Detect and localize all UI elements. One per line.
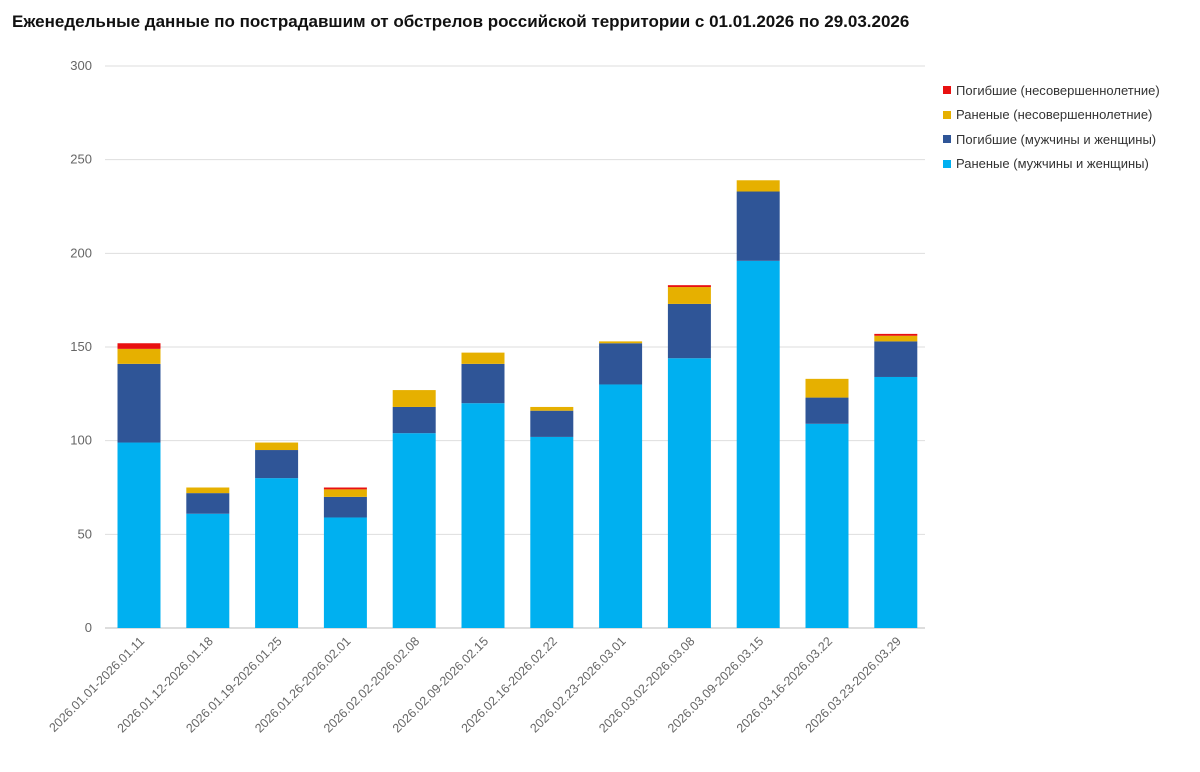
legend-item[interactable]: Раненые (несовершеннолетние): [943, 103, 1160, 128]
bar-segment: [599, 384, 643, 628]
bar-segment: [255, 478, 299, 628]
bar-segment: [667, 303, 711, 359]
legend-swatch: [943, 135, 951, 144]
bar-segment: [323, 489, 367, 497]
bar-segment: [805, 423, 849, 628]
bar-segment: [736, 260, 780, 628]
legend-swatch: [943, 159, 951, 168]
y-tick-label: 250: [70, 152, 92, 167]
y-tick-label: 150: [70, 339, 92, 354]
bar-segment: [461, 352, 505, 364]
bar-segment: [255, 450, 299, 479]
bar-segment: [117, 343, 161, 349]
y-tick-label: 0: [85, 620, 92, 635]
bar-segment: [736, 191, 780, 261]
bar-segment: [874, 341, 918, 377]
bar-segment: [874, 376, 918, 628]
bar-segment: [186, 513, 230, 628]
bar-segment: [530, 410, 574, 437]
bar-segment: [117, 348, 161, 364]
bar-segment: [392, 406, 436, 434]
bar-segment: [805, 397, 849, 424]
bar-segment: [186, 487, 230, 494]
bar-segment: [805, 378, 849, 398]
bar-segment: [461, 403, 505, 628]
bar-segment: [392, 390, 436, 407]
bar-segment: [667, 285, 711, 288]
bar-segment: [599, 341, 643, 344]
bar-segment: [667, 287, 711, 304]
bar-segment: [667, 358, 711, 628]
bar-segment: [599, 343, 643, 385]
bar-segment: [117, 442, 161, 628]
y-tick-label: 300: [70, 58, 92, 73]
bar-segment: [392, 433, 436, 628]
bar-segment: [461, 363, 505, 404]
bar-segment: [323, 487, 367, 490]
legend-swatch: [943, 110, 951, 119]
bar-segment: [255, 442, 299, 451]
bar-segment: [117, 363, 161, 443]
legend-label: Раненые (мужчины и женщины): [956, 156, 1149, 172]
legend-label: Погибшие (мужчины и женщины): [956, 131, 1157, 147]
legend-item[interactable]: Раненые (мужчины и женщины): [943, 152, 1160, 177]
bar-segment: [530, 406, 574, 411]
y-tick-label: 100: [70, 433, 92, 448]
chart-title: Еженедельные данные по пострадавшим от о…: [12, 12, 910, 31]
bar-segment: [874, 335, 918, 342]
legend-item[interactable]: Погибшие (несовершеннолетние): [943, 78, 1160, 103]
bar-segment: [323, 517, 367, 628]
y-tick-label: 50: [78, 526, 92, 541]
legend-item[interactable]: Погибшие (мужчины и женщины): [943, 127, 1160, 152]
legend-swatch: [943, 86, 951, 95]
bar-segment: [323, 496, 367, 518]
bar-segment: [736, 180, 780, 192]
legend-label: Погибшие (несовершеннолетние): [956, 82, 1160, 98]
legend: Погибшие (несовершеннолетние) Раненые (не…: [943, 78, 1160, 176]
bar-segment: [186, 493, 230, 514]
bar-segment: [530, 436, 574, 628]
bar-segment: [874, 333, 918, 336]
legend-label: Раненые (несовершеннолетние): [956, 107, 1153, 123]
y-tick-label: 200: [70, 245, 92, 260]
